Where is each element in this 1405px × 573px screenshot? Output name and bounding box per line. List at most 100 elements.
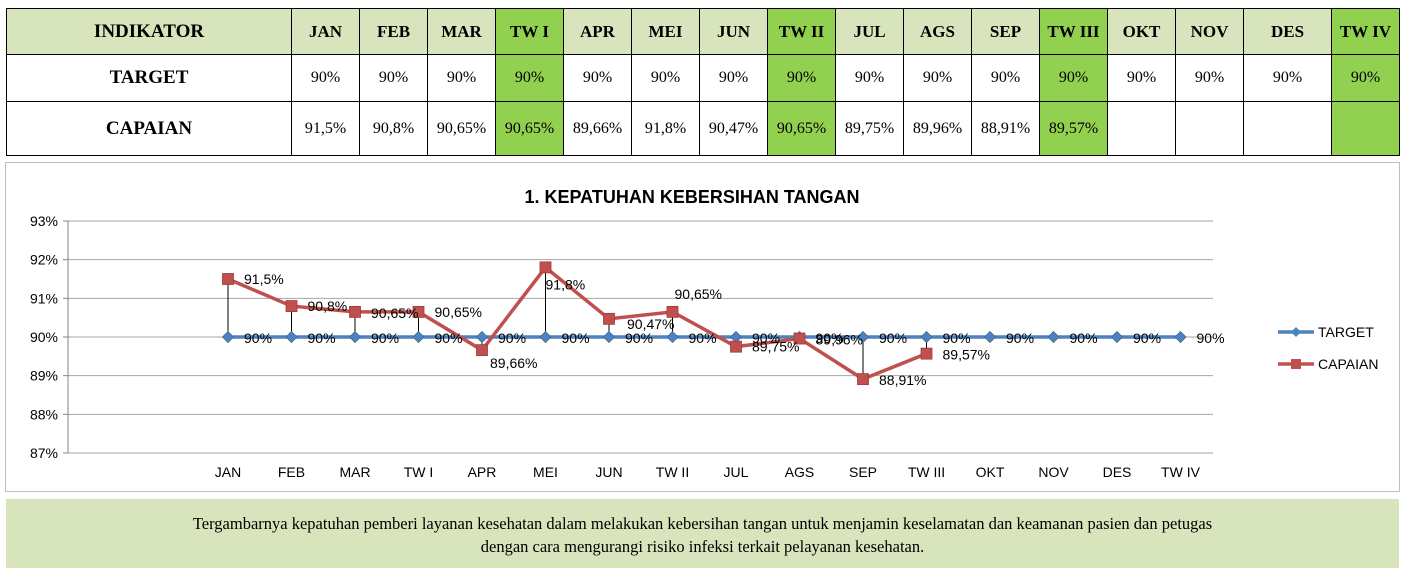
target-point	[1047, 330, 1060, 344]
cell-capaian-jan: 91,5%	[291, 101, 360, 156]
capaian-data-label: 90,8%	[308, 298, 348, 314]
cell-target-des: 90%	[1243, 54, 1332, 102]
header-col-mar: MAR	[427, 8, 496, 55]
cell-capaian-tw-iv	[1331, 101, 1400, 156]
cell-target-tw-i: 90%	[495, 54, 564, 102]
capaian-point	[857, 373, 869, 386]
legend-label-target: TARGET	[1318, 324, 1374, 340]
header-col-ags: AGS	[903, 8, 972, 55]
footer-line-1: Tergambarnya kepatuhan pemberi layanan k…	[192, 514, 1213, 533]
cell-target-jul: 90%	[835, 54, 904, 102]
x-tick-label: JUN	[595, 464, 622, 480]
target-data-label: 90%	[308, 330, 336, 346]
target-data-label: 90%	[1006, 330, 1034, 346]
x-tick-label: APR	[468, 464, 497, 480]
series-line-capaian	[227, 264, 928, 382]
header-col-des: DES	[1243, 8, 1332, 55]
header-col-tw-i: TW I	[495, 8, 564, 55]
target-data-label: 90%	[562, 330, 590, 346]
capaian-data-label: 90,65%	[371, 305, 418, 321]
header-col-jan: JAN	[291, 8, 360, 55]
x-tick-label: DES	[1103, 464, 1132, 480]
header-col-okt: OKT	[1107, 8, 1176, 55]
indicator-table: INDIKATOR JAN FEB MAR TW I APR MEI JUN TW II JUL…	[6, 8, 1400, 156]
capaian-point	[285, 300, 298, 312]
x-tick-label: FEB	[278, 464, 305, 480]
table-row-target: TARGET 90% 90% 90% 90% 90% 90% 90% 90% 90% 90% 90% 9…	[6, 54, 1400, 102]
header-col-jul: JUL	[835, 8, 904, 55]
x-tick-label: TW II	[656, 464, 689, 480]
header-col-tw-ii: TW II	[767, 8, 836, 55]
cell-capaian-tw-iii: 89,57%	[1039, 101, 1108, 156]
legend-marker-capaian	[1291, 359, 1301, 369]
cell-capaian-des	[1243, 101, 1332, 156]
cell-target-tw-ii: 90%	[767, 54, 836, 102]
header-col-tw-iii: TW III	[1039, 8, 1108, 55]
capaian-point	[349, 305, 361, 318]
x-tick-label: MEI	[533, 464, 558, 480]
target-data-label: 90%	[1070, 330, 1098, 346]
header-col-tw-iv: TW IV	[1331, 8, 1400, 55]
cell-target-feb: 90%	[359, 54, 428, 102]
target-point	[539, 330, 552, 344]
target-data-label: 90%	[689, 330, 717, 346]
target-point	[412, 330, 425, 344]
target-point	[920, 330, 933, 344]
header-col-sep: SEP	[971, 8, 1040, 55]
line-chart: 1. KEPATUHAN KEBERSIHAN TANGAN 87% 88% 89% 9…	[30, 187, 1378, 480]
capaian-point	[730, 340, 742, 353]
x-tick-label: AGS	[785, 464, 815, 480]
header-col-mei: MEI	[631, 8, 700, 55]
target-point	[856, 330, 870, 344]
cell-capaian-jun: 90,47%	[699, 101, 768, 156]
cell-target-nov: 90%	[1175, 54, 1244, 102]
target-data-label: 90%	[943, 330, 971, 346]
cell-target-apr: 90%	[563, 54, 632, 102]
legend-marker-target	[1291, 327, 1301, 337]
x-tick-label: TW III	[908, 464, 945, 480]
capaian-point	[539, 261, 552, 274]
header-col-apr: APR	[563, 8, 632, 55]
capaian-point	[793, 332, 806, 345]
table-row-capaian: CAPAIAN 91,5% 90,8% 90,65% 90,65% 89,66% 91,8%…	[6, 101, 1400, 156]
footer-line-2: dengan cara mengurangi risiko infeksi te…	[480, 537, 925, 556]
target-point	[348, 330, 362, 344]
target-point	[1110, 330, 1124, 344]
y-tick-label: 88%	[30, 406, 58, 422]
row-label-capaian: CAPAIAN	[6, 101, 292, 156]
legend-label-capaian: CAPAIAN	[1318, 356, 1378, 372]
capaian-data-label: 89,57%	[943, 347, 990, 363]
capaian-data-label: 89,66%	[490, 355, 537, 371]
y-tick-label: 89%	[30, 368, 58, 384]
capaian-data-label: 90,47%	[627, 316, 674, 332]
cell-capaian-feb: 90,8%	[359, 101, 428, 156]
y-tick-label: 92%	[30, 252, 58, 268]
target-point	[602, 330, 616, 344]
target-point	[983, 330, 997, 344]
cell-capaian-sep: 88,91%	[971, 101, 1040, 156]
x-tick-label: NOV	[1038, 464, 1069, 480]
x-tick-label: JAN	[215, 464, 241, 480]
capaian-point	[666, 305, 679, 318]
cell-target-tw-iii: 90%	[1039, 54, 1108, 102]
target-data-label: 90%	[879, 330, 907, 346]
cell-target-ags: 90%	[903, 54, 972, 102]
target-data-label: 90%	[435, 330, 463, 346]
cell-capaian-tw-i: 90,65%	[495, 101, 564, 156]
target-data-label: 90%	[498, 330, 526, 346]
cell-capaian-okt	[1107, 101, 1176, 156]
target-point	[1174, 330, 1187, 344]
capaian-data-label: 88,91%	[879, 372, 926, 388]
x-tick-label: MAR	[339, 464, 370, 480]
footer-description: Tergambarnya kepatuhan pemberi layanan k…	[6, 499, 1399, 568]
cell-target-tw-iv: 90%	[1331, 54, 1400, 102]
capaian-data-label: 91,8%	[546, 276, 586, 292]
target-point	[666, 330, 679, 344]
capaian-point	[476, 344, 488, 357]
y-tick-label: 91%	[30, 290, 58, 306]
target-data-label: 90%	[625, 330, 653, 346]
table-header-row: INDIKATOR JAN FEB MAR TW I APR MEI JUN TW II JUL…	[6, 8, 1400, 55]
target-data-label: 90%	[752, 330, 780, 346]
header-col-jun: JUN	[699, 8, 768, 55]
capaian-data-label: 89,96%	[816, 332, 863, 348]
